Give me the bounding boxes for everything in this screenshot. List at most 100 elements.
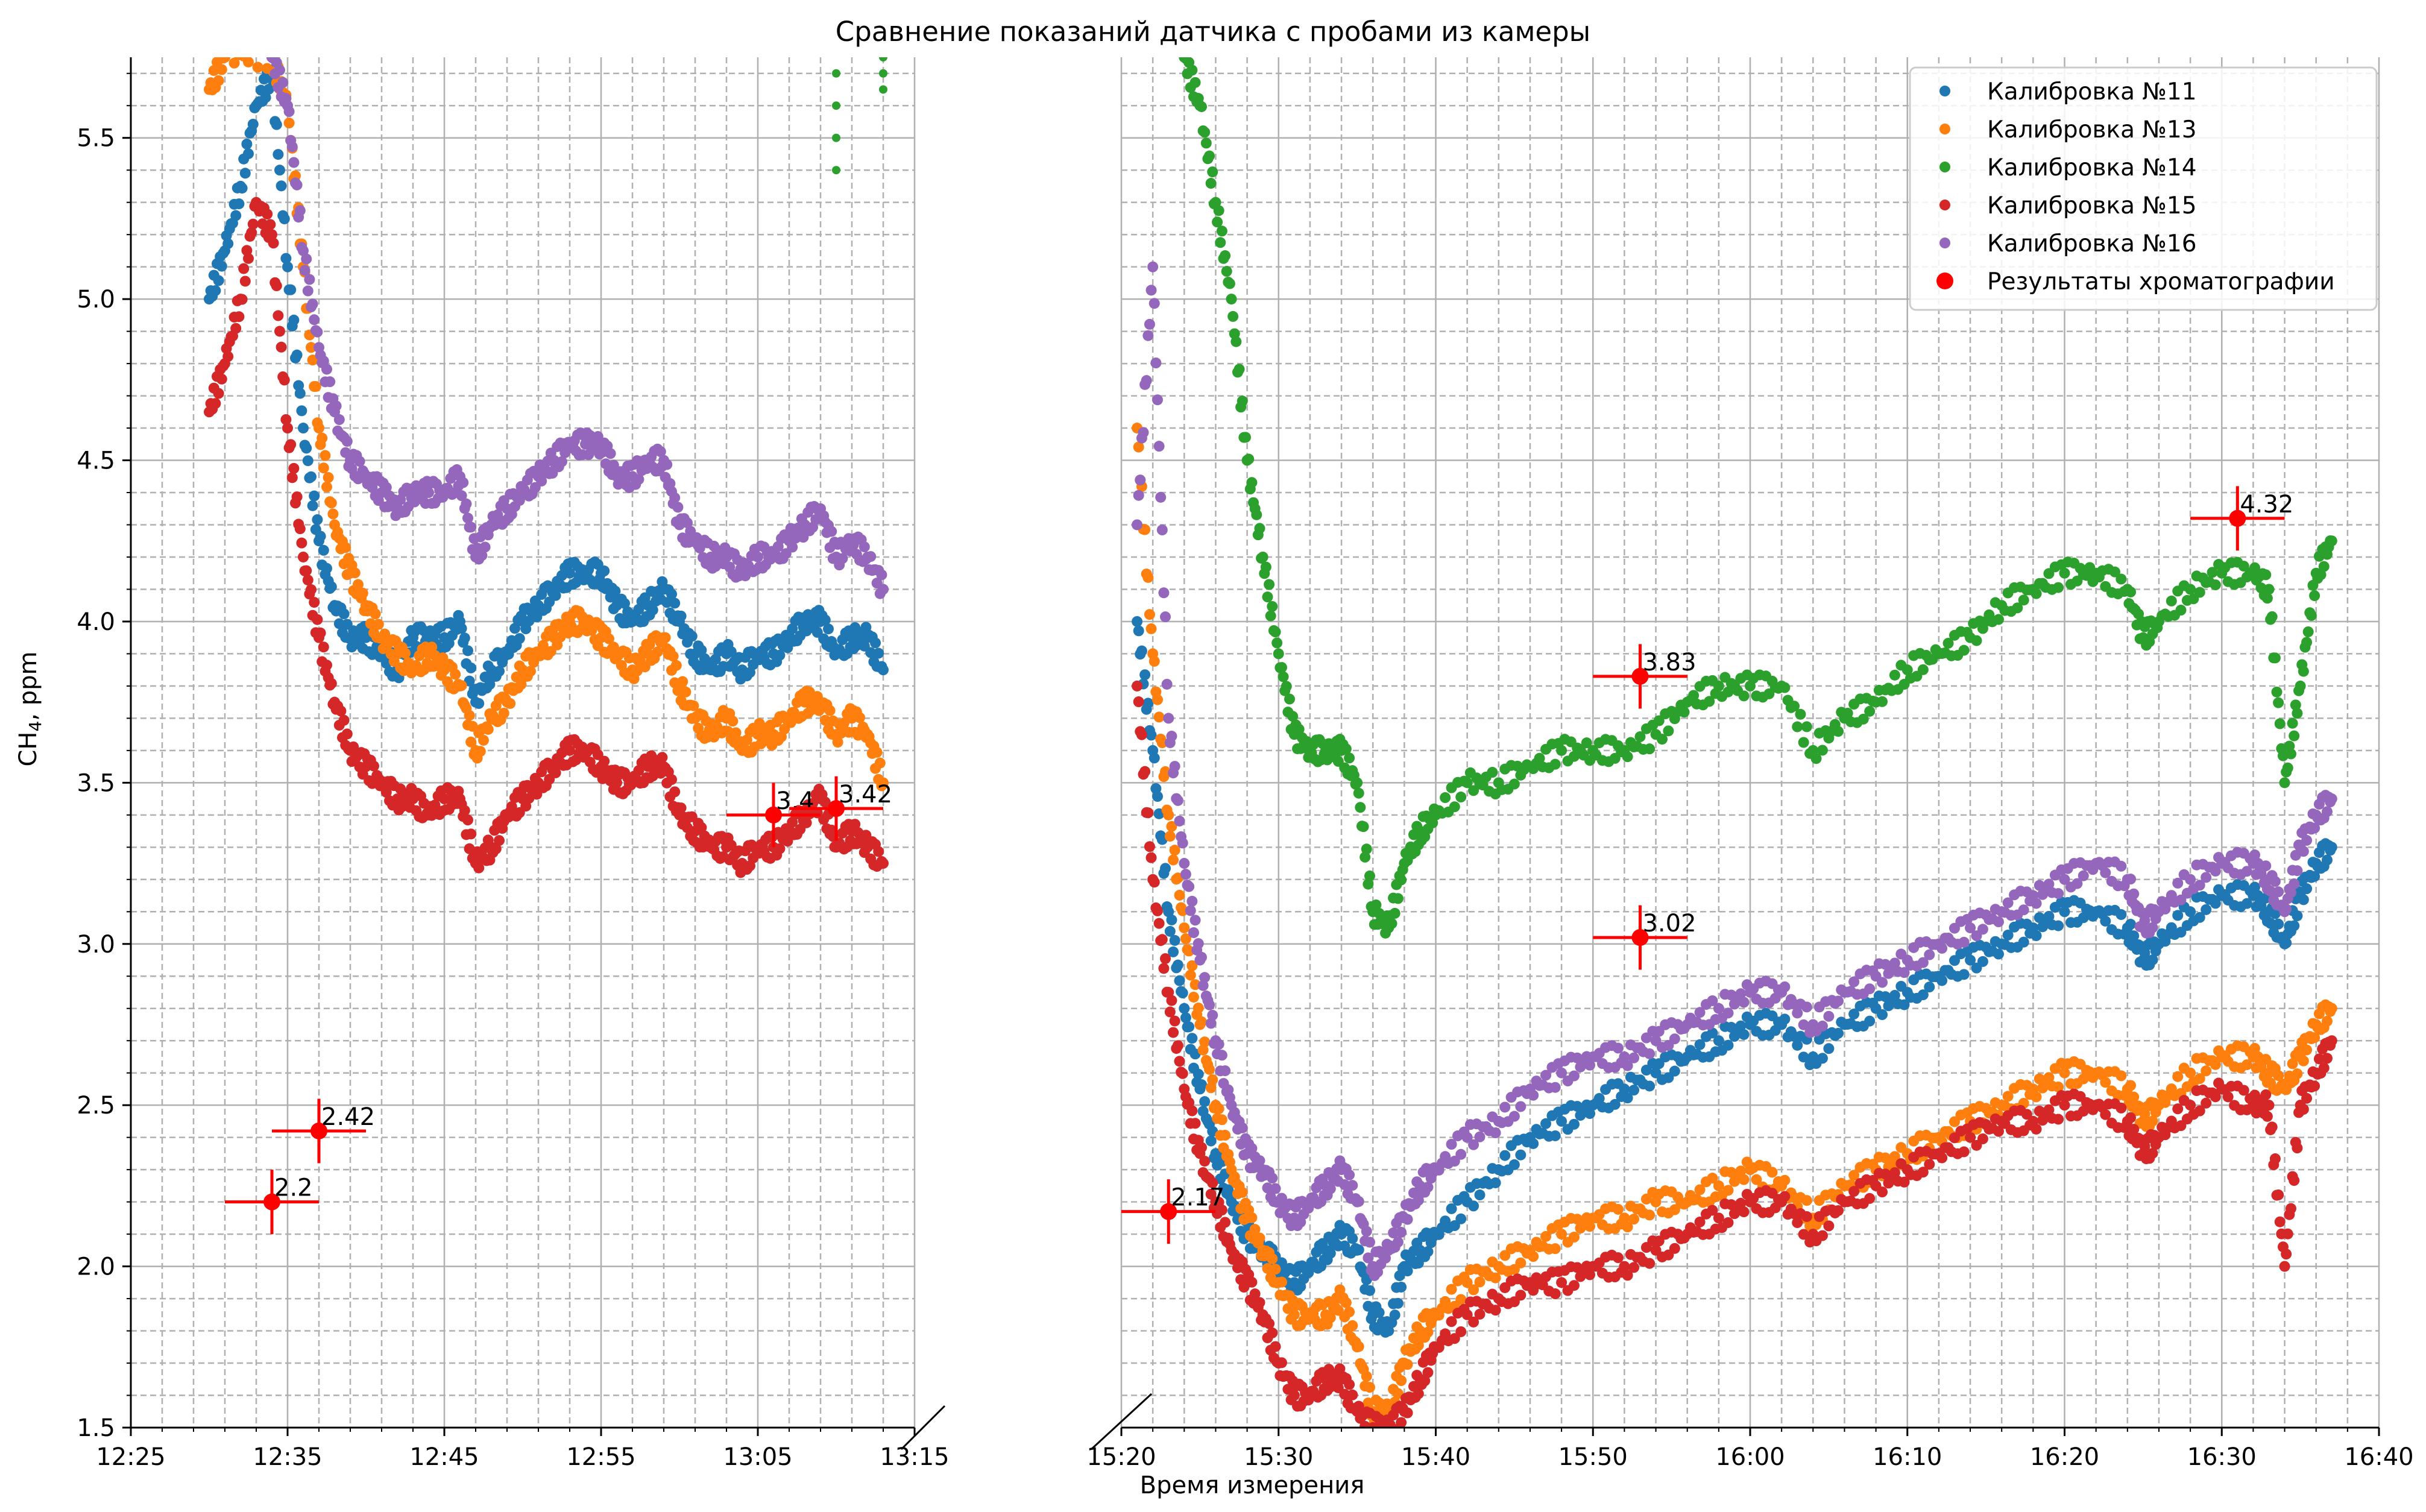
data-point <box>478 734 489 746</box>
data-point <box>2321 1015 2333 1027</box>
data-point <box>1816 1020 1828 1032</box>
data-point <box>1189 979 1201 991</box>
data-point <box>1133 441 1144 453</box>
data-point <box>2301 637 2313 648</box>
data-point <box>2172 1103 2184 1115</box>
data-point <box>1898 1176 1910 1188</box>
data-point <box>1193 1068 1204 1080</box>
data-point <box>2222 1091 2234 1103</box>
data-point <box>1422 1246 1434 1258</box>
data-point <box>1246 477 1258 488</box>
chromatography-point <box>1631 929 1649 947</box>
data-point <box>257 218 268 230</box>
data-point <box>1694 1039 1706 1050</box>
data-point <box>2241 1059 2252 1071</box>
data-point <box>2301 834 2313 846</box>
data-point <box>1857 713 1869 725</box>
data-point <box>647 604 658 616</box>
data-point <box>320 450 331 461</box>
legend-marker <box>1939 162 1950 172</box>
data-point <box>2125 1080 2137 1091</box>
data-point <box>2059 1067 2070 1079</box>
data-point <box>241 245 253 256</box>
data-point <box>1147 261 1159 272</box>
data-point <box>323 472 334 484</box>
data-point <box>423 487 434 499</box>
data-point <box>1249 1224 1261 1235</box>
data-point <box>216 64 227 75</box>
data-point <box>1816 1230 1828 1241</box>
data-point <box>2326 1035 2337 1047</box>
chromatography-point <box>1160 1203 1177 1220</box>
y-tick-label: 2.5 <box>77 1092 115 1120</box>
data-point <box>1246 1142 1258 1154</box>
data-point <box>537 640 549 651</box>
data-point <box>301 253 312 265</box>
data-point <box>2194 1105 2205 1117</box>
data-point <box>2301 1044 2313 1056</box>
chromatography-label: 3.42 <box>839 781 892 808</box>
data-point <box>1490 1177 1501 1188</box>
data-point <box>279 374 290 386</box>
data-point <box>1924 1159 1935 1170</box>
data-point <box>1455 1148 1467 1160</box>
data-point <box>1474 1308 1486 1320</box>
data-point <box>1288 1309 1300 1320</box>
data-point <box>1593 1093 1605 1104</box>
legend-entry: Калибровка №14 <box>1987 154 2197 181</box>
data-point <box>599 565 610 577</box>
data-point <box>1216 1050 1227 1061</box>
data-point <box>505 698 516 709</box>
y-tick-label: 1.5 <box>77 1414 115 1442</box>
data-point <box>667 650 679 662</box>
data-point <box>1344 752 1355 764</box>
chromatography-point <box>310 1122 327 1139</box>
data-point <box>1164 925 1176 937</box>
data-point <box>1864 1192 1876 1204</box>
data-point <box>879 69 887 78</box>
data-point <box>1528 1251 1539 1262</box>
data-point <box>1468 1284 1479 1296</box>
data-point <box>1180 933 1191 945</box>
data-point <box>2279 777 2290 789</box>
data-point <box>2292 865 2303 877</box>
data-point <box>1864 705 1876 717</box>
data-point <box>2031 1091 2042 1103</box>
data-point <box>2210 1091 2221 1103</box>
data-point <box>1200 137 1212 149</box>
data-point <box>774 649 786 661</box>
data-point <box>1344 1306 1355 1318</box>
x-tick-label: 16:10 <box>1873 1443 1942 1471</box>
legend-entry: Калибровка №15 <box>1987 192 2197 219</box>
series <box>266 57 889 599</box>
data-point <box>1549 1082 1561 1093</box>
data-point <box>1766 1167 1778 1178</box>
data-point <box>1694 1007 1706 1018</box>
data-point <box>318 355 329 367</box>
data-point <box>686 631 698 642</box>
data-point <box>2309 871 2320 882</box>
data-point <box>236 294 248 305</box>
x-tick-label: 12:55 <box>566 1443 635 1471</box>
data-point <box>1347 1233 1358 1244</box>
data-point <box>1186 1105 1198 1117</box>
chart-title: Сравнение показаний датчика с пробами из… <box>836 16 1590 48</box>
data-point <box>462 814 473 826</box>
data-point <box>2321 854 2333 866</box>
data-point <box>459 805 470 816</box>
data-point <box>1153 918 1165 929</box>
data-point <box>854 712 865 723</box>
data-point <box>2249 1042 2261 1054</box>
break-mark-left <box>900 1405 946 1451</box>
data-point <box>1402 1407 1413 1419</box>
data-point <box>2265 886 2276 897</box>
data-point <box>2326 793 2337 805</box>
series <box>204 197 889 878</box>
data-point <box>213 75 224 86</box>
data-point <box>2281 937 2292 949</box>
data-point <box>1848 1186 1860 1197</box>
data-point <box>774 843 786 854</box>
data-point <box>473 698 485 709</box>
data-point <box>1148 877 1160 888</box>
